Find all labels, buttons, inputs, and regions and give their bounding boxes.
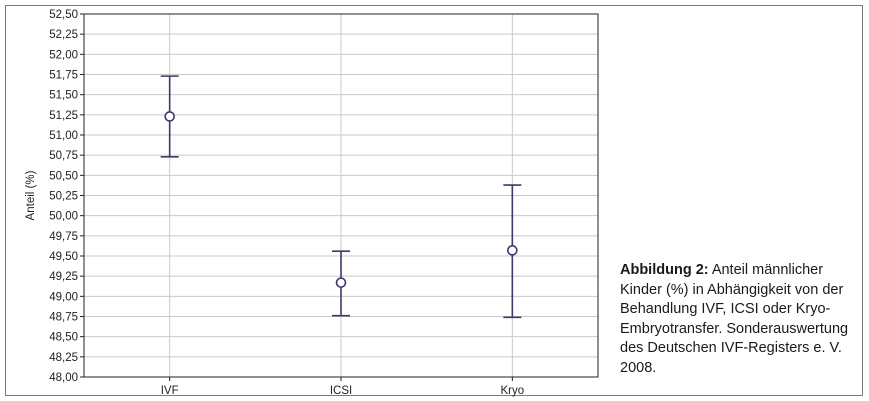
mean-marker <box>507 245 518 256</box>
y-tick-label: 50,25 <box>49 191 78 203</box>
y-tick-label: 51,25 <box>49 110 78 122</box>
y-tick-label: 51,00 <box>49 130 78 142</box>
y-tick-label: 48,25 <box>49 352 78 364</box>
y-tick-label: 48,00 <box>49 372 78 384</box>
x-tick-label: ICSI <box>330 385 352 397</box>
y-axis-title: Anteil (%) <box>25 170 37 220</box>
series <box>160 75 522 319</box>
caption-heading: Abbildung 2: <box>620 262 709 278</box>
figure-frame <box>5 5 863 396</box>
y-tick-label: 50,00 <box>49 211 78 223</box>
y-tick-label: 48,75 <box>49 312 78 324</box>
y-tick-label: 50,75 <box>49 150 78 162</box>
x-tick-label: IVF <box>161 385 179 397</box>
y-tick-label: 50,50 <box>49 170 78 182</box>
error-bar-point <box>332 250 350 317</box>
grid <box>84 14 598 377</box>
y-tick-label: 49,50 <box>49 251 78 263</box>
y-tick-label: 48,50 <box>49 332 78 344</box>
y-tick-label: 52,00 <box>49 49 78 61</box>
y-axis: 48,00 48,25 48,50 48,75 49,00 49,25 49,50 49,75… <box>49 9 84 384</box>
y-tick-label: 52,50 <box>49 9 78 21</box>
mean-marker <box>164 111 175 122</box>
y-tick-label: 51,75 <box>49 70 78 82</box>
caption-text: Anteil männlicher Kinder (%) in Abhängig… <box>620 262 849 376</box>
y-tick-label: 52,25 <box>49 29 78 41</box>
error-bar-point <box>503 184 522 319</box>
x-axis: IVF ICSI Kryo <box>161 377 524 397</box>
y-tick-label: 49,75 <box>49 231 78 243</box>
y-tick-label: 49,00 <box>49 291 78 303</box>
error-bar-point <box>160 75 179 158</box>
mean-marker <box>335 277 347 288</box>
y-tick-label: 49,25 <box>49 271 78 283</box>
figure-caption: Abbildung 2: Anteil männlicher Kinder (%… <box>620 261 860 378</box>
x-tick-label: Kryo <box>501 385 525 397</box>
y-tick-label: 51,50 <box>49 90 78 102</box>
